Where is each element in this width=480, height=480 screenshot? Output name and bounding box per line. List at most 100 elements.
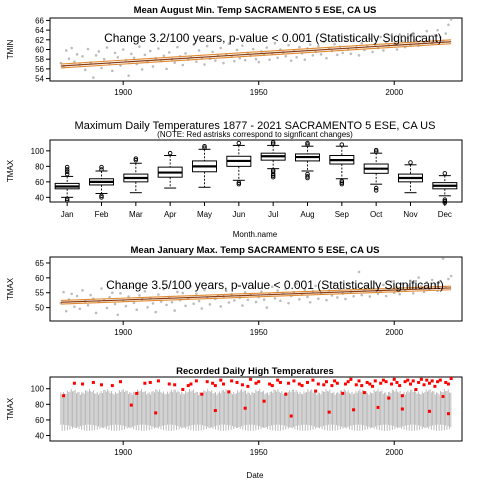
data-point	[146, 306, 149, 309]
record-point	[352, 408, 356, 412]
data-point	[311, 54, 315, 57]
box-aug	[295, 140, 320, 181]
outlier-point	[236, 180, 242, 185]
record-point	[441, 395, 445, 399]
chart-subtitle: (NOTE: Red astrisks correspond to signfi…	[157, 130, 353, 139]
record-point	[403, 380, 407, 384]
outlier-point	[64, 164, 70, 170]
data-point	[398, 33, 401, 36]
record-point	[324, 380, 328, 384]
data-point	[284, 287, 288, 291]
x-tick-label: 1950	[250, 328, 268, 337]
record-point	[427, 381, 431, 385]
plot-frame	[49, 376, 463, 442]
data-point	[447, 277, 450, 281]
record-point	[230, 379, 234, 383]
data-point	[336, 296, 339, 299]
record-point	[414, 387, 418, 391]
data-point	[360, 41, 364, 45]
data-point	[143, 53, 147, 57]
outlier-point	[99, 167, 104, 172]
data-point	[411, 31, 415, 35]
trend-line	[60, 41, 452, 67]
x-tick-label: Aug	[300, 210, 314, 219]
data-point	[273, 41, 277, 45]
outlier-point	[270, 141, 276, 147]
data-point	[119, 64, 122, 67]
record-point	[343, 382, 347, 386]
y-tick-label: 60	[35, 178, 44, 187]
outlier-point	[270, 169, 276, 175]
data-point	[306, 295, 309, 299]
data-point	[251, 47, 255, 51]
data-point	[276, 289, 279, 292]
data-point	[265, 46, 269, 49]
outlier-point	[64, 167, 70, 172]
data-point	[390, 34, 393, 37]
record-point	[333, 379, 337, 383]
data-point	[325, 298, 328, 302]
outlier-point	[236, 140, 242, 146]
data-point	[86, 47, 90, 51]
record-point	[311, 378, 315, 382]
data-point	[154, 310, 158, 314]
data-point	[384, 294, 388, 298]
data-point	[371, 50, 374, 54]
data-point	[219, 46, 223, 50]
y-axis-label: TMAX	[6, 397, 15, 420]
data-point	[322, 40, 326, 44]
data-point	[444, 32, 448, 35]
outlier-point	[270, 140, 276, 145]
data-point	[159, 300, 163, 303]
x-tick-label: Jun	[232, 210, 245, 219]
data-point	[132, 301, 136, 305]
y-axis-label: TMIN	[6, 40, 15, 60]
record-point	[270, 384, 274, 388]
data-point	[346, 282, 350, 286]
outlier-point	[373, 185, 379, 191]
data-point	[344, 297, 347, 301]
box-apr	[157, 150, 183, 189]
data-point	[262, 298, 266, 301]
record-point	[221, 382, 225, 386]
data-point	[265, 306, 269, 309]
data-point	[94, 54, 98, 57]
record-point	[205, 380, 209, 384]
data-point	[64, 309, 68, 313]
data-point	[81, 54, 84, 58]
record-point	[411, 379, 415, 383]
record-point	[246, 384, 250, 388]
data-point	[241, 44, 244, 47]
box-jun	[226, 140, 252, 187]
y-tick-label: 62	[35, 36, 44, 45]
data-point	[162, 54, 166, 58]
data-point	[352, 294, 355, 298]
data-point	[170, 300, 174, 304]
record-point	[292, 379, 296, 383]
data-point	[203, 63, 206, 66]
data-point	[257, 60, 261, 64]
record-point	[341, 391, 345, 395]
record-point	[349, 377, 353, 381]
record-point	[186, 384, 190, 388]
chart-panel-4: Recorded Daily High Temperatures 40 60 80 10…	[6, 366, 463, 480]
record-point	[422, 383, 426, 387]
confidence-band-lower	[60, 43, 452, 69]
outlier-point	[64, 169, 70, 175]
data-point	[181, 291, 185, 295]
record-point	[376, 405, 380, 409]
data-point	[439, 279, 442, 283]
data-point	[173, 309, 176, 312]
data-point	[73, 60, 76, 63]
record-point	[257, 380, 261, 384]
record-point	[357, 379, 361, 383]
record-point	[425, 378, 429, 382]
chart-title: Maximum Daily Temperatures 1877 - 2021 S…	[75, 120, 436, 132]
data-point	[449, 18, 453, 21]
data-point	[100, 287, 103, 290]
record-point	[72, 381, 76, 385]
outlier-point	[373, 147, 379, 153]
data-point	[62, 290, 65, 294]
x-tick-label: 2000	[385, 448, 403, 457]
outlier-point	[373, 188, 379, 193]
